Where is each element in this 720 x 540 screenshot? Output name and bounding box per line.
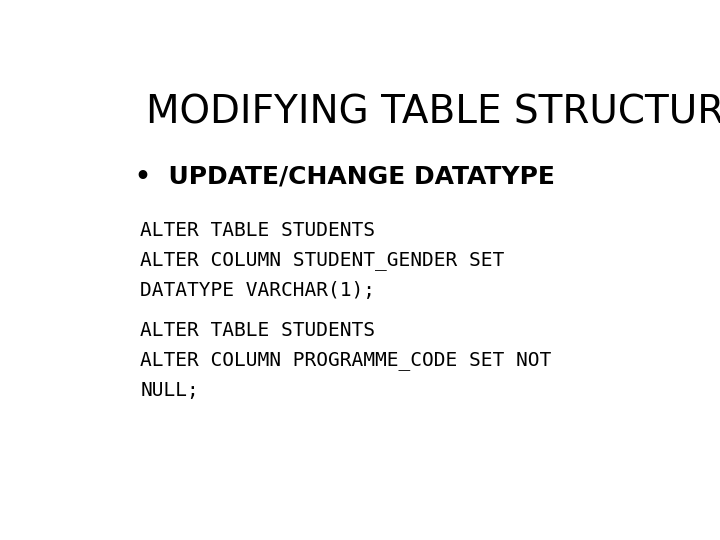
- Text: MODIFYING TABLE STRUCTURE: MODIFYING TABLE STRUCTURE: [145, 94, 720, 132]
- Text: ALTER TABLE STUDENTS: ALTER TABLE STUDENTS: [140, 221, 375, 240]
- Text: ALTER COLUMN STUDENT_GENDER SET: ALTER COLUMN STUDENT_GENDER SET: [140, 251, 505, 270]
- Text: ALTER TABLE STUDENTS: ALTER TABLE STUDENTS: [140, 321, 375, 340]
- Text: NULL;: NULL;: [140, 381, 199, 400]
- Text: DATATYPE VARCHAR(1);: DATATYPE VARCHAR(1);: [140, 281, 375, 300]
- Text: ALTER COLUMN PROGRAMME_CODE SET NOT: ALTER COLUMN PROGRAMME_CODE SET NOT: [140, 351, 552, 370]
- Text: •  UPDATE/CHANGE DATATYPE: • UPDATE/CHANGE DATATYPE: [135, 165, 554, 188]
